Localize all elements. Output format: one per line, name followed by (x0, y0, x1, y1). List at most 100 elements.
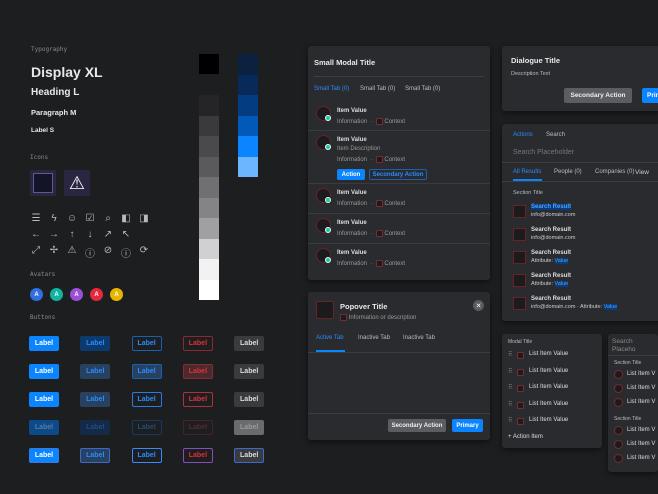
avatar[interactable]: A (70, 288, 83, 301)
search-input[interactable]: Search Placeholder (513, 149, 575, 156)
checkbox[interactable] (375, 118, 383, 125)
radio[interactable] (614, 440, 623, 449)
tertiary-button-focus[interactable]: Label (80, 392, 111, 407)
radio[interactable] (614, 398, 623, 407)
list-item[interactable]: List Item V (608, 384, 658, 396)
radio[interactable] (614, 384, 623, 393)
primary-button-selected[interactable]: Label (29, 448, 59, 463)
tertiary-button-disabled[interactable]: Label (80, 420, 111, 435)
popover-tab-active[interactable]: Active Tab (316, 335, 344, 341)
list-item[interactable]: Item Value Information · Context (308, 244, 490, 274)
primary-button-disabled[interactable]: Label (29, 420, 59, 435)
checkbox[interactable] (340, 314, 347, 321)
item-context: Context (384, 261, 406, 268)
small-tab-3[interactable]: Small Tab (0) (405, 86, 441, 92)
search-input[interactable]: Search Placeho (612, 338, 636, 353)
secondary-button-selected[interactable]: Label (234, 448, 265, 463)
search-result[interactable]: Search Result info@domain.com · Attribute… (502, 296, 658, 316)
search-result[interactable]: Search Result Attribute: Value (502, 273, 658, 293)
drag-handle-icon[interactable]: ⠿ (508, 368, 513, 375)
avatar[interactable]: A (30, 288, 43, 301)
primary-button-hover[interactable]: Label (29, 364, 59, 379)
checkbox[interactable] (517, 368, 524, 376)
danger-button-disabled[interactable]: Label (182, 420, 213, 435)
outline-button-focus[interactable]: Label (131, 392, 162, 407)
danger-button-selected[interactable]: Label (182, 448, 213, 463)
list-item[interactable]: ⠿ List Item Value (502, 417, 602, 429)
secondary-button-focus[interactable]: Label (234, 392, 265, 407)
primary-button-focus[interactable]: Label (29, 392, 59, 407)
list-item[interactable]: ⠿ List Item Value (502, 351, 602, 363)
secondary-action-button[interactable]: Secondary Action (369, 169, 427, 180)
tab-view[interactable]: View (635, 168, 649, 176)
avatar[interactable]: A (110, 288, 123, 301)
outline-button-hover[interactable]: Label (131, 364, 162, 379)
action-button[interactable]: Action (337, 169, 365, 180)
checkbox[interactable] (517, 418, 524, 425)
avatar[interactable]: A (90, 288, 103, 301)
avatar[interactable]: A (50, 288, 63, 301)
radio[interactable] (614, 370, 623, 379)
tab-actions[interactable]: Actions (513, 132, 533, 138)
outline-button-disabled[interactable]: Label (131, 420, 162, 435)
tab-all-results[interactable]: All Results (513, 169, 542, 175)
tertiary-button-hover[interactable]: Label (80, 364, 111, 379)
checkbox[interactable] (375, 156, 383, 163)
secondary-button-hover[interactable]: Label (234, 364, 265, 379)
action-item[interactable]: + Action Item (508, 434, 543, 440)
popover-tab-2[interactable]: Inactive Tab (358, 335, 390, 341)
tab-search[interactable]: Search (546, 132, 566, 138)
list-item[interactable]: List Item V (608, 370, 658, 382)
checkbox[interactable] (517, 401, 524, 409)
outline-button-selected[interactable]: Label (131, 448, 162, 463)
tab-companies[interactable]: Companies (0) (595, 169, 635, 175)
result-thumbnail (513, 274, 526, 287)
checkbox[interactable] (375, 260, 383, 267)
list-item[interactable]: Item Value Information · Context (308, 214, 490, 244)
tertiary-button-selected[interactable]: Label (80, 448, 111, 463)
secondary-button-default[interactable]: Label (234, 336, 265, 351)
popover-tab-3[interactable]: Inactive Tab (403, 335, 435, 341)
tab-people[interactable]: People (0) (554, 169, 582, 175)
secondary-action-button[interactable]: Secondary Action (564, 88, 632, 103)
list-item[interactable]: ⠿ List Item Value (502, 401, 602, 413)
search-result[interactable]: Search Result Attribute: Value (502, 250, 658, 270)
checkbox[interactable] (375, 200, 383, 207)
secondary-button-disabled[interactable]: Label (234, 420, 265, 435)
list-item[interactable]: List Item V (608, 398, 658, 410)
item-context: Context (384, 157, 406, 164)
list-item[interactable]: List Item V (608, 440, 658, 452)
list-item[interactable]: Item Value Information · Context (308, 102, 490, 131)
radio[interactable] (614, 426, 623, 435)
drag-handle-icon[interactable]: ⠿ (508, 401, 513, 408)
primary-button-default[interactable]: Label (29, 336, 59, 351)
danger-button-default[interactable]: Label (182, 336, 213, 351)
search-result[interactable]: Search Result info@domain.com (502, 204, 658, 224)
drag-handle-icon[interactable]: ⠿ (508, 418, 513, 424)
outline-button-default[interactable]: Label (131, 336, 162, 351)
list-item[interactable]: List Item V (608, 454, 658, 466)
danger-button-focus[interactable]: Label (182, 392, 213, 407)
checkbox[interactable] (375, 230, 383, 237)
tertiary-button-default[interactable]: Label (80, 336, 111, 351)
search-result[interactable]: Search Result info@domain.com (502, 227, 658, 247)
checkbox[interactable] (517, 352, 524, 359)
list-item[interactable]: List Item V (608, 426, 658, 438)
checkbox[interactable] (517, 385, 524, 392)
primary-button[interactable]: Primary (642, 88, 658, 103)
radio[interactable] (614, 454, 623, 463)
list-item[interactable]: Item Value Information · Context (308, 184, 490, 214)
list-item[interactable]: Item Value Item Description Information · … (308, 131, 490, 184)
close-icon[interactable]: ✕ (473, 300, 484, 311)
secondary-action-button[interactable]: Secondary Action (388, 419, 446, 432)
item-value: Item Value (337, 137, 367, 143)
drag-handle-icon[interactable]: ⠿ (508, 385, 513, 391)
danger-button-hover[interactable]: Label (182, 364, 213, 379)
small-tab-2[interactable]: Small Tab (0) (360, 86, 396, 92)
list-item[interactable]: ⠿ List Item Value (502, 368, 602, 380)
list-item[interactable]: ⠿ List Item Value (502, 384, 602, 396)
drag-handle-icon[interactable]: ⠿ (508, 352, 513, 358)
collapse-icon: ✢ (49, 245, 59, 256)
primary-button[interactable]: Primary (452, 419, 483, 432)
small-tab-1[interactable]: Small Tab (0) (314, 86, 350, 92)
